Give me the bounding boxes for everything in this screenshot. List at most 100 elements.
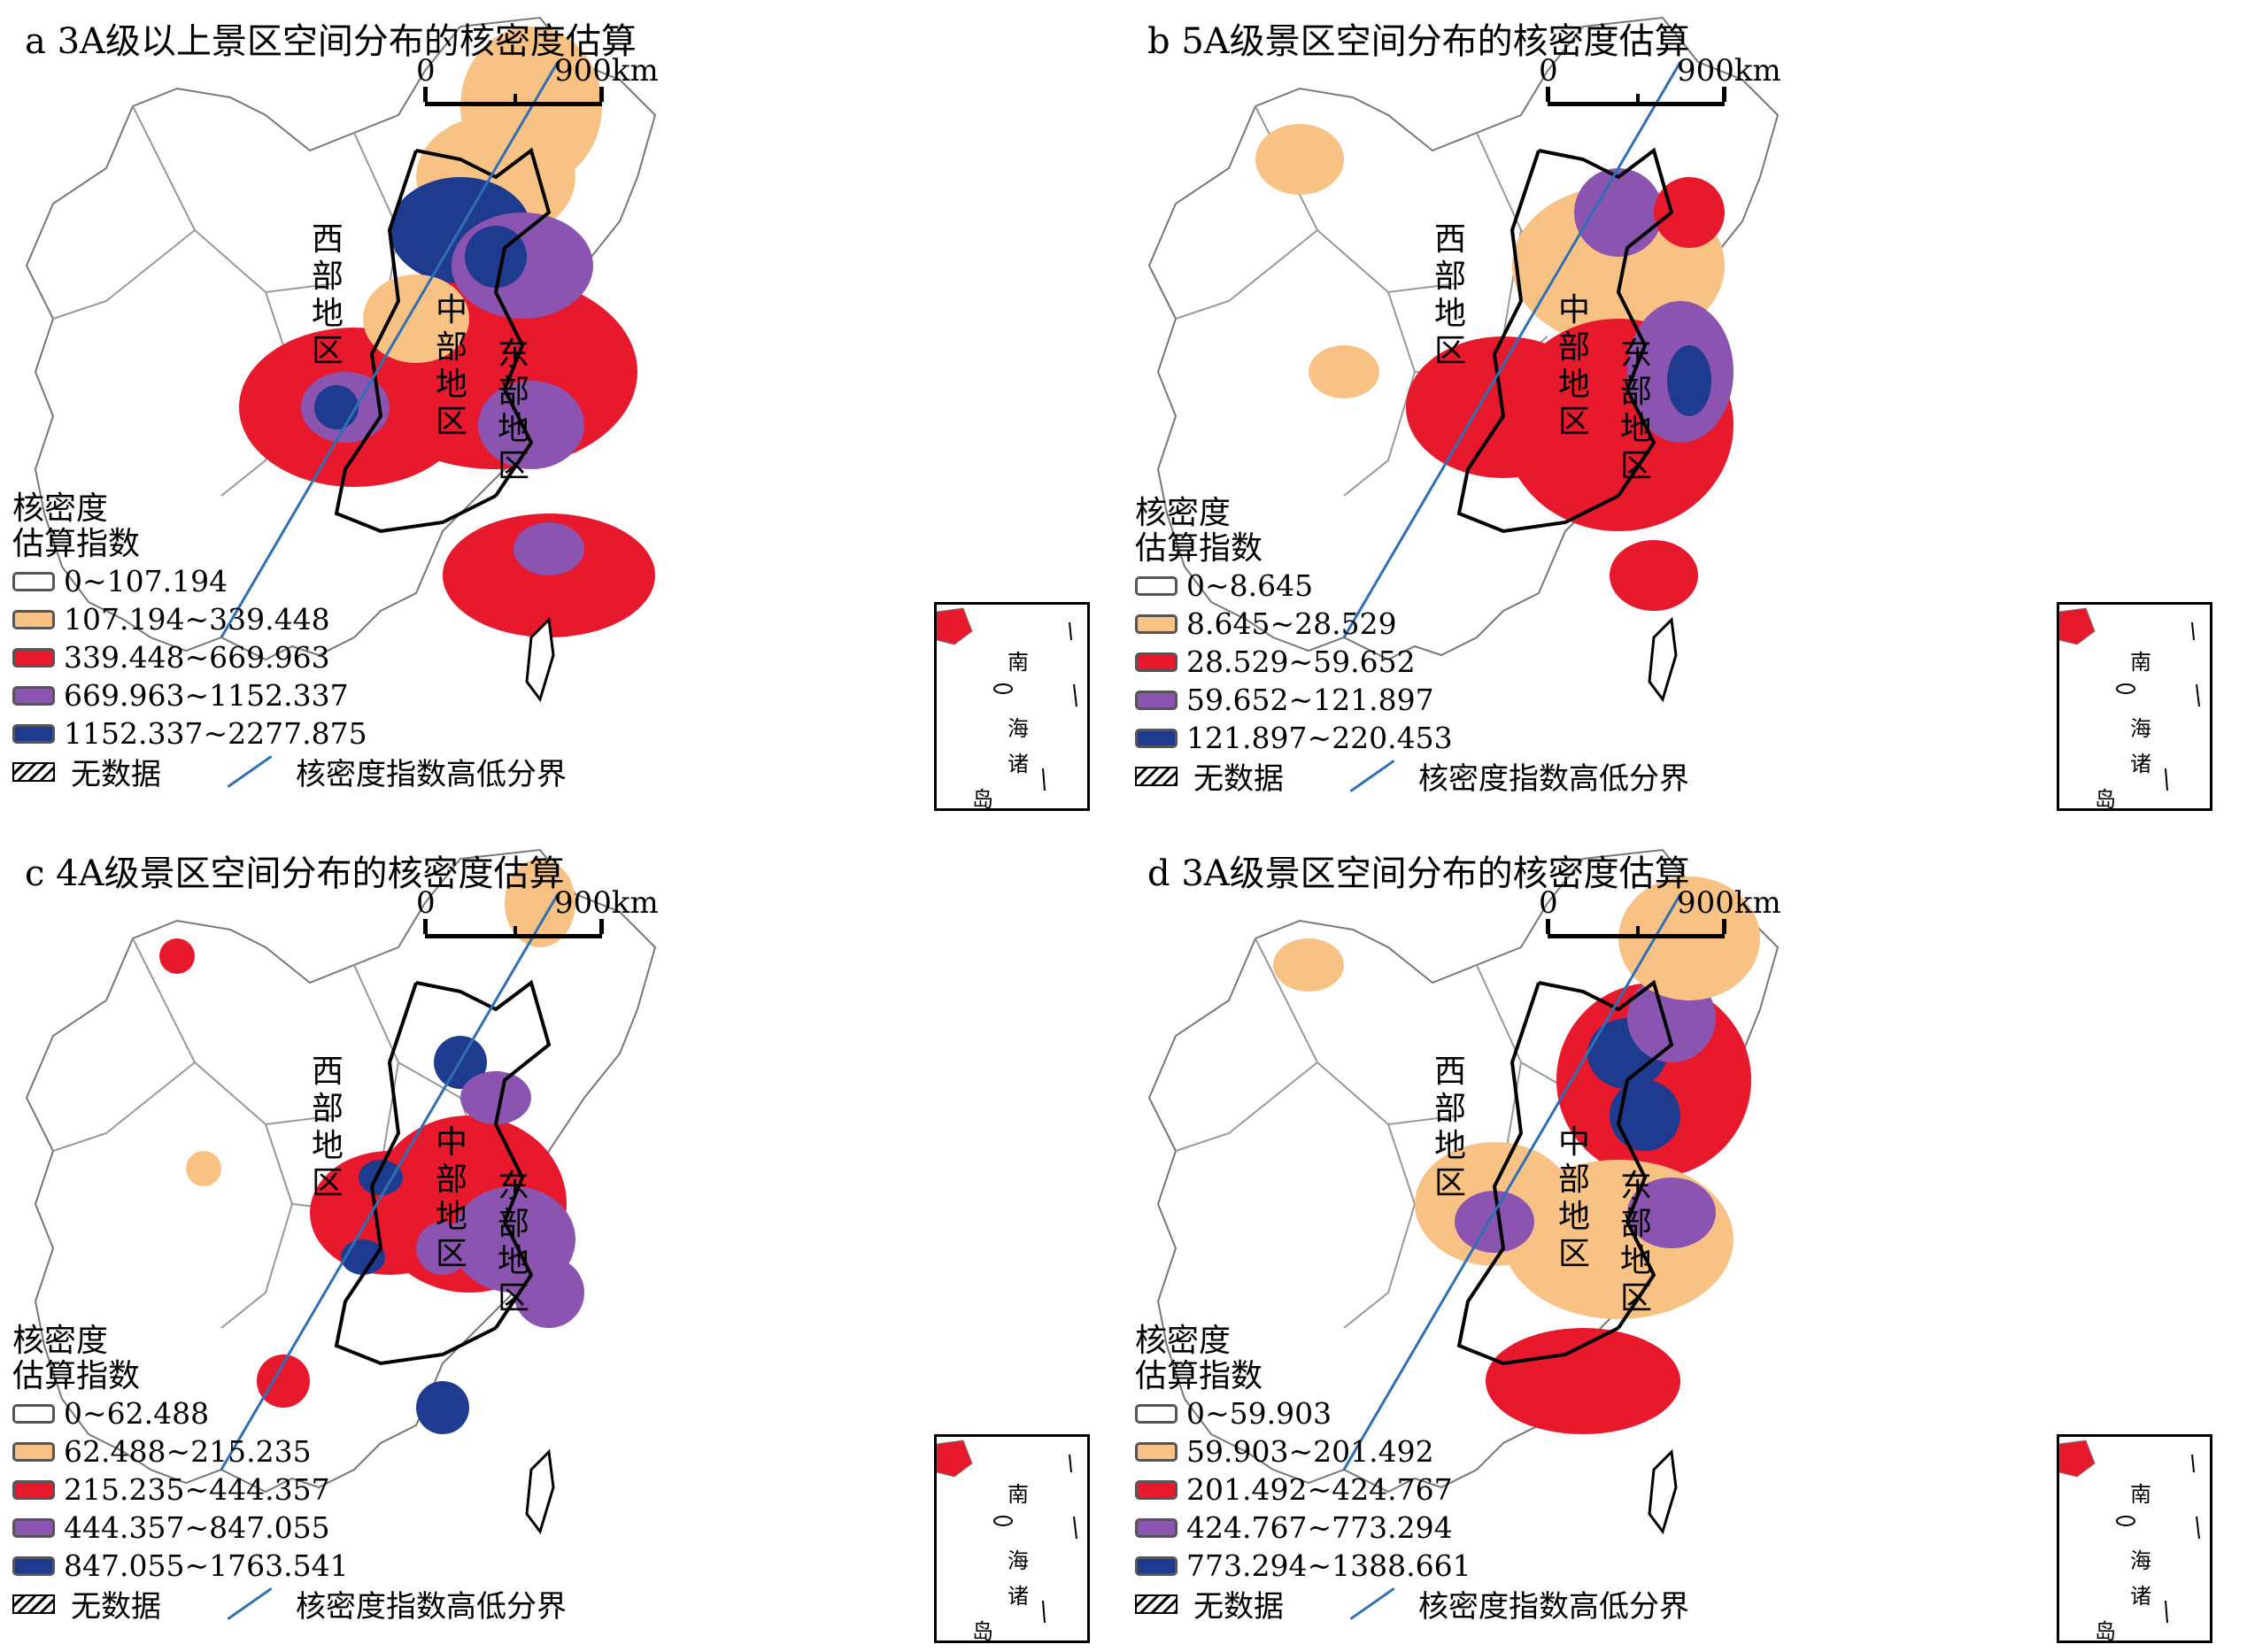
west-central-border [334,982,497,1366]
no-data-label: 无数据 [71,757,161,792]
legend-label-1: 107.194~339.448 [64,602,330,637]
west-central-border [334,150,497,534]
scale-bar: 0 900km [416,53,659,115]
legend-title-1: 核密度 [1135,1323,1232,1359]
taiwan-island [1648,1448,1678,1535]
legend-swatch-2 [12,1479,55,1500]
legend-class-4: 773.294~1388.661 [1135,1547,1689,1585]
map-panel-c: c 4A级景区空间分布的核密度估算 0 900km 西部地区 中部地区 东部地区… [0,832,1098,1644]
map-panel-b: b 5A级景区空间分布的核密度估算 0 900km 西部地区 中部地区 东部地区… [1123,0,2220,812]
legend-class-4: 1152.337~2277.875 [12,714,567,753]
legend-swatch-4 [1135,1556,1178,1576]
legend-swatch-4 [1135,728,1178,748]
china-map [25,16,657,703]
legend-swatch-3 [1135,690,1178,710]
legend-swatch-0 [1135,575,1178,596]
density-patch [1610,1080,1680,1151]
legend-label-4: 773.294~1388.661 [1186,1548,1471,1583]
divider-swatch [1349,760,1395,792]
legend-label-1: 8.645~28.529 [1186,606,1397,641]
region-east-label: 东部地区 [1619,336,1652,484]
density-patch [1486,1328,1680,1434]
legend-class-0: 0~8.645 [1135,567,1689,605]
legend-title-2: 估算指数 [1135,1358,1263,1394]
density-patch [1273,938,1344,992]
inset-label-2: 诸 [1008,752,1029,776]
china-map [1147,16,1780,703]
density-divider-line [1342,61,1682,638]
legend-label-2: 201.492~424.767 [1186,1472,1453,1507]
legend-label-4: 1152.337~2277.875 [64,716,367,751]
legend-footer: 无数据 核密度指数高低分界 [12,1585,567,1625]
density-divider-line [220,893,560,1471]
inset-label-3: 岛 [2095,787,2116,812]
central-east-border [1538,147,1674,498]
legend-label-0: 0~107.194 [64,564,228,598]
no-data-label: 无数据 [71,1589,161,1625]
panel-title: c 4A级景区空间分布的核密度估算 [25,853,565,894]
legend-swatch-1 [1135,1441,1178,1462]
region-central-label: 中部地区 [435,1124,467,1272]
legend-label-0: 0~62.488 [64,1396,210,1431]
legend: 核密度 估算指数 0~107.194 107.194~339.448 339.448… [12,491,567,792]
map-panel-a: a 3A级以上景区空间分布的核密度估算 0 900km 西部地区 中部地区 东部… [0,0,1098,812]
density-divider-line [1342,893,1682,1471]
legend: 核密度 估算指数 0~59.903 59.903~201.492 201.492~4… [1135,1323,1689,1625]
scale-line [423,919,604,938]
inset-label-1: 海 [1008,716,1029,741]
density-patch [1455,1191,1534,1253]
scale-zero: 0 [1539,885,1558,921]
legend-swatch-3 [12,685,55,706]
legend-swatch-2 [1135,1479,1178,1500]
legend-title-2: 估算指数 [12,1358,141,1394]
region-central-label: 中部地区 [1557,1124,1590,1272]
legend-class-3: 444.357~847.055 [12,1509,567,1547]
inset-label-3: 岛 [972,1619,993,1644]
density-patch [1574,168,1663,257]
legend-footer: 无数据 核密度指数高低分界 [1135,757,1689,797]
scale-distance: 900km [554,53,659,89]
density-patch [478,381,584,469]
south-china-sea-inset: 南海诸岛 [934,602,1090,812]
density-patch [460,1071,531,1124]
scale-distance: 900km [1677,885,1781,921]
central-east-border [1538,979,1674,1330]
taiwan-island [525,1448,555,1535]
legend-label-2: 215.235~444.357 [64,1472,330,1507]
divider-swatch [227,1587,273,1620]
west-central-border [1456,982,1619,1366]
density-patch [314,385,359,429]
legend-label-1: 62.488~215.235 [64,1434,312,1469]
inset-label-0: 南 [1008,650,1029,675]
china-map [25,848,657,1535]
legend-class-4: 847.055~1763.541 [12,1547,567,1585]
legend-swatch-4 [12,1556,55,1576]
map-panel-d: d 3A级景区空间分布的核密度估算 0 900km 西部地区 中部地区 东部地区… [1123,832,2220,1644]
scale-line [1546,87,1726,106]
legend-class-2: 201.492~424.767 [1135,1471,1689,1509]
density-patch [1309,345,1379,398]
no-data-swatch [12,1594,55,1614]
inset-label-2: 诸 [2130,1584,2151,1609]
south-china-sea-inset: 南海诸岛 [934,1434,1090,1644]
legend-class-4: 121.897~220.453 [1135,719,1689,757]
legend-swatch-0 [12,571,55,591]
legend-class-2: 28.529~59.652 [1135,643,1689,681]
legend-class-1: 62.488~215.235 [12,1432,567,1471]
legend-swatch-1 [12,609,55,629]
scale-zero: 0 [416,885,436,921]
divider-label: 核密度指数高低分界 [296,1589,567,1625]
legend-title-1: 核密度 [12,1323,109,1359]
legend-class-0: 0~59.903 [1135,1394,1689,1432]
legend-class-1: 59.903~201.492 [1135,1432,1689,1471]
legend-swatch-1 [12,1441,55,1462]
legend-label-3: 59.652~121.897 [1186,683,1434,717]
south-china-sea-inset: 南海诸岛 [2057,602,2212,812]
density-patch [186,1151,221,1186]
inset-label-0: 南 [1008,1482,1029,1507]
legend-label-0: 0~8.645 [1186,568,1314,603]
divider-swatch [1349,1587,1395,1620]
no-data-label: 无数据 [1193,761,1284,797]
region-central-label: 中部地区 [435,292,467,440]
density-patch [1610,540,1698,611]
